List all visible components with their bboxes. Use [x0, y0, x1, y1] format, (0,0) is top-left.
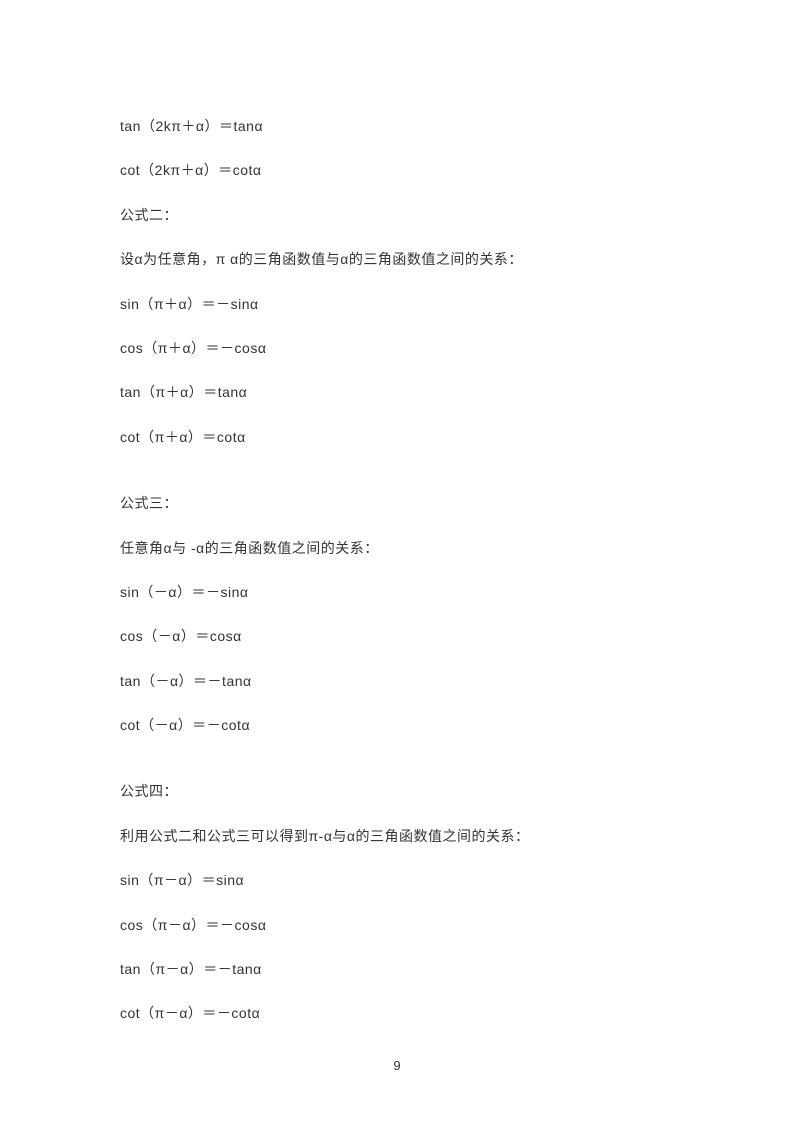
formula-line: 公式二：: [120, 204, 674, 226]
section-gap: [120, 470, 674, 492]
section-gap: [120, 758, 674, 780]
formula-line: cot（π－α）＝－cotα: [120, 1002, 674, 1024]
formula-line: cot（2kπ＋α）＝cotα: [120, 159, 674, 181]
document-content: tan（2kπ＋α）＝tanα cot（2kπ＋α）＝cotα 公式二： 设α为任意角…: [120, 115, 674, 1025]
formula-line: tan（2kπ＋α）＝tanα: [120, 115, 674, 137]
formula-line: tan（－α）＝－tanα: [120, 670, 674, 692]
formula-line: cos（－α）＝cosα: [120, 625, 674, 647]
formula-line: tan（π－α）＝－tanα: [120, 958, 674, 980]
formula-line: sin（π＋α）＝－sinα: [120, 293, 674, 315]
formula-line: cos（π＋α）＝－cosα: [120, 337, 674, 359]
formula-line: 任意角α与 -α的三角函数值之间的关系：: [120, 537, 674, 559]
formula-line: 设α为任意角，π α的三角函数值与α的三角函数值之间的关系：: [120, 248, 674, 270]
formula-line: cot（－α）＝－cotα: [120, 714, 674, 736]
formula-line: cot（π＋α）＝cotα: [120, 426, 674, 448]
formula-line: sin（π－α）＝sinα: [120, 869, 674, 891]
page-number: 9: [0, 1058, 794, 1073]
formula-line: cos（π－α）＝－cosα: [120, 914, 674, 936]
formula-line: 公式三：: [120, 492, 674, 514]
formula-line: sin（－α）＝－sinα: [120, 581, 674, 603]
formula-line: 利用公式二和公式三可以得到π-α与α的三角函数值之间的关系：: [120, 825, 674, 847]
formula-line: 公式四：: [120, 780, 674, 802]
formula-line: tan（π＋α）＝tanα: [120, 381, 674, 403]
